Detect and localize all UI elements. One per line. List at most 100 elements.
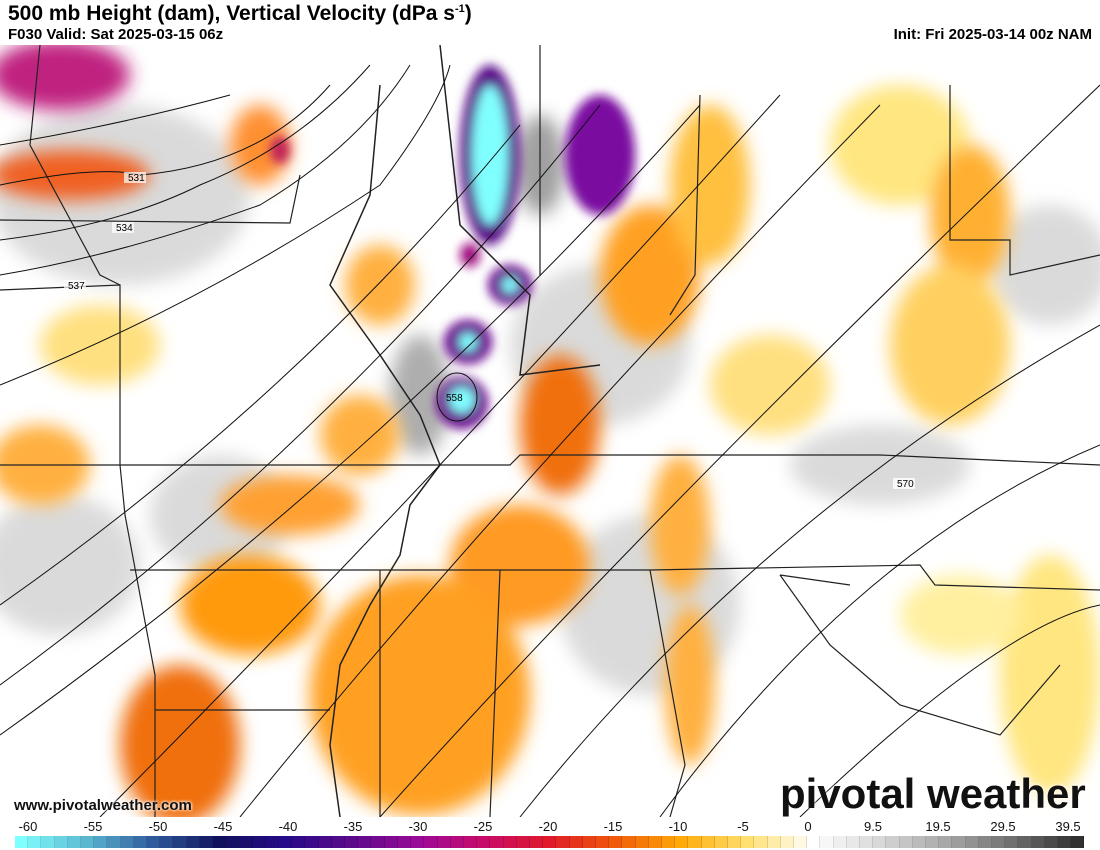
- colorbar-cell: [107, 836, 121, 848]
- contour-label-570: 570: [897, 479, 914, 490]
- colorbar-cell: [279, 836, 293, 848]
- colorbar-cell: [1044, 836, 1059, 848]
- watermark-url: www.pivotalweather.com: [14, 797, 192, 814]
- colorbar-cell: [780, 836, 794, 848]
- colorbar-cell: [582, 836, 596, 848]
- colorbar-cell: [133, 836, 148, 848]
- colorbar-label: -20: [538, 819, 558, 834]
- colorbar-cell: [490, 836, 504, 848]
- init-time: Init: Fri 2025-03-14 00z NAM: [893, 26, 1092, 43]
- colorbar-cell: [556, 836, 570, 848]
- colorbar-cell: [120, 836, 134, 848]
- title-text: 500 mb Height (dam), Vertical Velocity (…: [8, 2, 455, 25]
- colorbar-cell: [965, 836, 979, 848]
- colorbar-cell: [15, 836, 29, 848]
- map-title: 500 mb Height (dam), Vertical Velocity (…: [8, 2, 472, 26]
- colorbar-cell: [833, 836, 847, 848]
- contour-label-531: 531: [128, 173, 145, 184]
- colorbar-cell: [305, 836, 319, 848]
- colorbar-cell: [978, 836, 993, 848]
- colorbar-label: 29.5: [990, 819, 1016, 834]
- colorbar-cell: [675, 836, 689, 848]
- colorbar-cell: [450, 836, 464, 848]
- colorbar-cell: [265, 836, 280, 848]
- colorbar-cell: [569, 836, 583, 848]
- colorbar-cell: [371, 836, 385, 848]
- colorbar-cell: [873, 836, 887, 848]
- colorbar-cell: [41, 836, 55, 848]
- colorbar-cell: [754, 836, 768, 848]
- colorbar-cell: [912, 836, 927, 848]
- colorbar-labels: -60 -55 -50 -45 -40 -35 -30 -25 -20 -15 -10 -5 0 9.5 1…: [0, 819, 1100, 834]
- colorbar-label: -10: [668, 819, 688, 834]
- colorbar-cell: [1058, 836, 1072, 848]
- strong-ascent-core: [270, 65, 635, 429]
- colorbar: [15, 836, 1085, 848]
- contour-labels: 531 534 537 558 570: [64, 172, 915, 490]
- colorbar-label: -35: [343, 819, 363, 834]
- colorbar-cell: [186, 836, 200, 848]
- colorbar-cell: [437, 836, 451, 848]
- colorbar-cell: [503, 836, 517, 848]
- pivotal-weather-logo: pivotal weather: [780, 770, 1086, 817]
- colorbar-cell: [213, 836, 227, 848]
- ascent-shading: [0, 45, 1100, 817]
- title-superscript: -1: [455, 3, 465, 15]
- colorbar-label: 9.5: [863, 819, 883, 834]
- colorbar-cell: [331, 836, 346, 848]
- colorbar-cell: [226, 836, 240, 848]
- colorbar-cell: [860, 836, 874, 848]
- colorbar-cell: [345, 836, 359, 848]
- colorbar-cell: [926, 836, 940, 848]
- colorbar-label: 0: [804, 819, 812, 834]
- colorbar-label: -60: [18, 819, 38, 834]
- colorbar-cell: [635, 836, 649, 848]
- colorbar-cell: [160, 836, 174, 848]
- colorbar-cell: [1005, 836, 1019, 848]
- colorbar-cell: [1018, 836, 1032, 848]
- colorbar-cell: [661, 836, 676, 848]
- colorbar-cell: [477, 836, 491, 848]
- colorbar-label: 39.5: [1055, 819, 1081, 834]
- colorbar-cell: [411, 836, 425, 848]
- colorbar-cell: [846, 836, 860, 848]
- colorbar-cell: [292, 836, 306, 848]
- colorbar-label: -45: [213, 819, 233, 834]
- colorbar-label: 19.5: [925, 819, 951, 834]
- colorbar-cell: [595, 836, 610, 848]
- state-borders: [0, 45, 1100, 817]
- colorbar-cell: [28, 836, 42, 848]
- colorbar-cell: [688, 836, 702, 848]
- colorbar-label: -50: [148, 819, 168, 834]
- colorbar-label: -55: [83, 819, 103, 834]
- contour-label-537: 537: [68, 281, 85, 292]
- colorbar-cell: [1071, 836, 1085, 848]
- height-contours: [0, 64, 1100, 817]
- colorbar-cell: [939, 836, 953, 848]
- contour-label-534: 534: [116, 223, 133, 234]
- valid-time: F030 Valid: Sat 2025-03-15 06z: [8, 26, 224, 43]
- weather-map[interactable]: 531 534 537 558 570: [0, 45, 1100, 817]
- colorbar-cell: [147, 836, 161, 848]
- colorbar-cell: [397, 836, 412, 848]
- colorbar-cell: [609, 836, 623, 848]
- colorbar-label: -5: [737, 819, 749, 834]
- colorbar-cell: [318, 836, 332, 848]
- title-end: ): [464, 2, 472, 25]
- colorbar-cell: [701, 836, 715, 848]
- colorbar-cell: [54, 836, 68, 848]
- colorbar-cell: [899, 836, 913, 848]
- colorbar-cell: [952, 836, 966, 848]
- colorbar-label: -25: [473, 819, 493, 834]
- colorbar-cell: [516, 836, 530, 848]
- colorbar-cell: [67, 836, 82, 848]
- colorbar-label: -30: [408, 819, 428, 834]
- contour-label-558: 558: [446, 393, 463, 404]
- colorbar-cell: [807, 836, 821, 848]
- colorbar-cell: [199, 836, 214, 848]
- colorbar-cell: [529, 836, 544, 848]
- rivers: [329, 45, 601, 817]
- colorbar-cell: [714, 836, 728, 848]
- colorbar-cell: [820, 836, 834, 848]
- colorbar-cell: [358, 836, 372, 848]
